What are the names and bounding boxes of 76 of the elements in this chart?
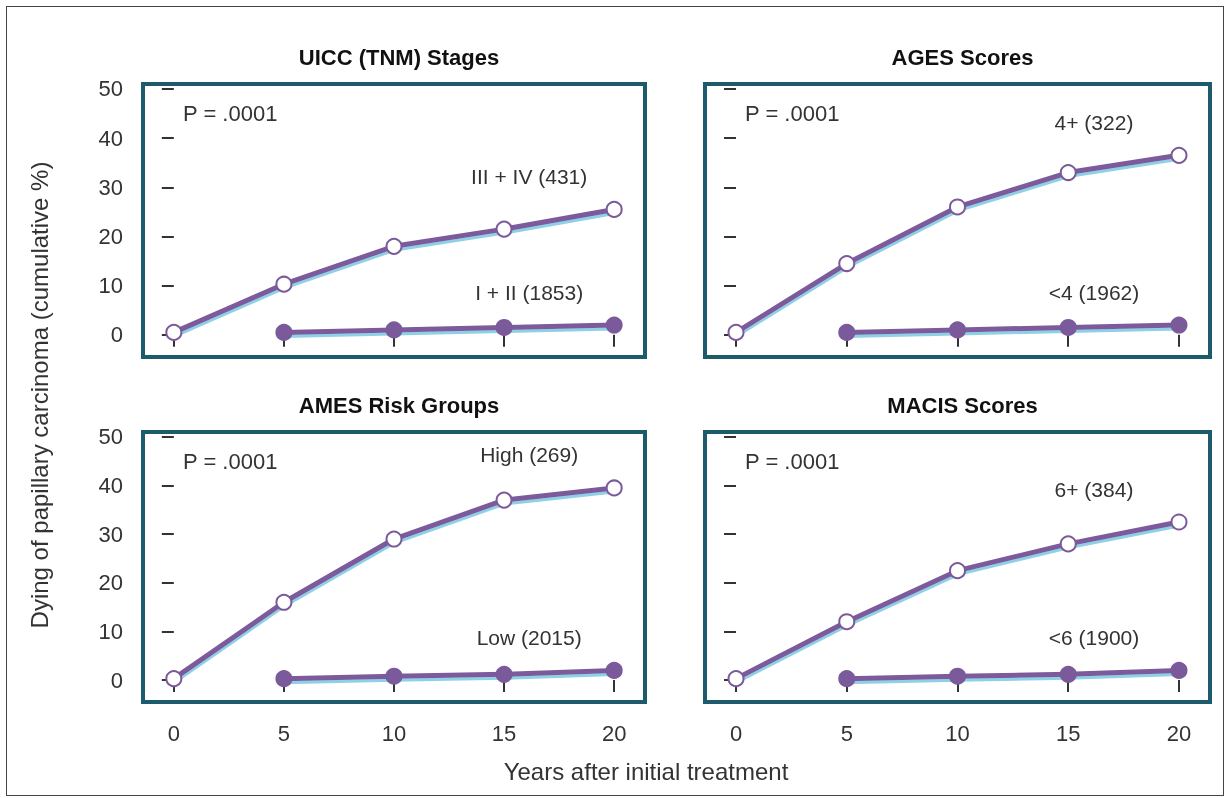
chart-title: UICC (TNM) Stages	[298, 44, 500, 70]
point	[385, 321, 403, 339]
point	[1170, 146, 1188, 164]
series-label: III + IV (431)	[471, 164, 588, 188]
x-axis-title: Years after initial treatment	[502, 758, 790, 786]
point	[838, 613, 856, 631]
y-tick-label: 30	[98, 521, 123, 547]
x-tick-label: 15	[491, 720, 517, 746]
point	[727, 323, 745, 341]
point	[1170, 661, 1188, 679]
point	[495, 665, 513, 683]
x-tick-label: 20	[1166, 720, 1192, 746]
series-label: Low (2015)	[476, 625, 582, 649]
point	[949, 198, 966, 216]
chart-title: AGES Scores	[891, 44, 1034, 70]
point	[1059, 535, 1077, 553]
point	[1170, 513, 1188, 531]
x-tick-label: 10	[945, 720, 970, 746]
point	[495, 220, 513, 238]
chart-title: AMES Risk Groups	[298, 392, 500, 418]
point	[165, 323, 183, 341]
series-label: 4+ (322)	[1054, 110, 1134, 134]
chart-title: MACIS Scores	[887, 392, 1038, 418]
y-tick-label: 10	[98, 273, 123, 299]
point	[275, 670, 293, 688]
y-tick-label: 50	[98, 76, 123, 102]
y-tick-label: 0	[110, 667, 123, 693]
point	[727, 670, 745, 688]
y-tick-label: 20	[98, 223, 123, 249]
y-axis-title: Dying of papillary carcinoma (cumulative %)	[26, 161, 54, 629]
point	[1059, 164, 1077, 182]
point	[949, 562, 966, 580]
x-tick-label: 20	[601, 720, 627, 746]
annotation: P = .0001	[745, 100, 840, 126]
annotation: P = .0001	[745, 448, 840, 474]
point	[605, 316, 623, 334]
point	[385, 237, 403, 255]
series-label: I + II (1853)	[475, 280, 584, 304]
point	[1059, 665, 1077, 683]
y-tick-label: 20	[98, 570, 123, 596]
annotation: P = .0001	[183, 100, 278, 126]
point	[275, 593, 293, 611]
x-tick-label: 0	[167, 720, 180, 746]
series-label: <4 (1962)	[1048, 280, 1140, 304]
point	[605, 661, 623, 679]
x-tick-label: 5	[277, 720, 291, 746]
point	[1170, 316, 1188, 334]
point	[275, 323, 293, 341]
point	[838, 323, 856, 341]
x-tick-label: 5	[840, 720, 853, 746]
point	[275, 275, 293, 293]
y-tick-label: 40	[98, 473, 123, 499]
x-tick-label: 15	[1056, 720, 1081, 746]
y-tick-label: 0	[110, 322, 123, 348]
point	[949, 321, 966, 339]
annotation: P = .0001	[183, 448, 278, 474]
y-tick-label: 40	[98, 125, 123, 151]
point	[385, 667, 403, 685]
y-tick-label: 30	[98, 174, 123, 200]
point	[495, 318, 513, 336]
y-tick-label: 50	[98, 424, 123, 450]
x-tick-label: 10	[381, 720, 407, 746]
point	[838, 670, 856, 688]
series-label: High (269)	[480, 443, 579, 467]
point	[838, 255, 856, 273]
y-tick-label: 10	[98, 618, 123, 644]
series-label: 6+ (384)	[1054, 477, 1134, 501]
point	[495, 491, 513, 509]
point	[949, 667, 966, 685]
point	[165, 670, 183, 688]
point	[385, 530, 403, 548]
point	[605, 479, 623, 497]
point	[605, 200, 623, 218]
x-tick-label: 0	[729, 720, 743, 746]
point	[1059, 318, 1077, 336]
series-label: <6 (1900)	[1048, 625, 1140, 649]
